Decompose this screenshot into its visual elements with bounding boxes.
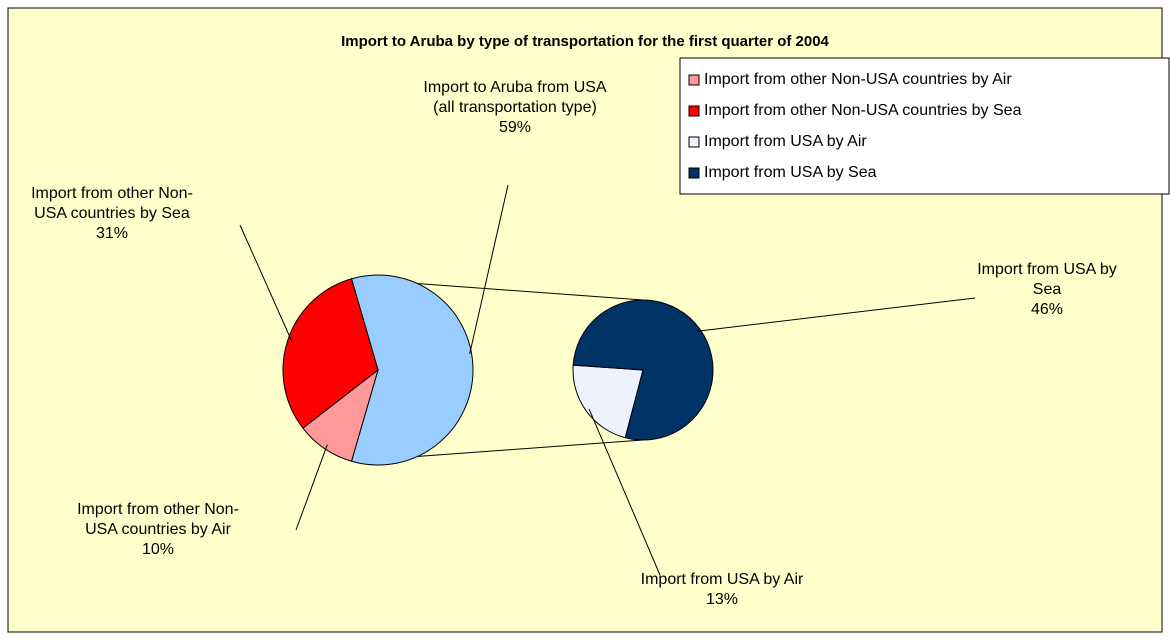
- legend-swatch: [688, 136, 700, 148]
- legend-swatch: [688, 105, 700, 117]
- data-label: Import from USA by Air 13%: [641, 571, 804, 608]
- pie-slice: [572, 299, 714, 441]
- pie-slice: [572, 364, 644, 439]
- data-label: Import from other Non- USA countries by S…: [31, 185, 193, 242]
- label-value: 10%: [142, 541, 174, 558]
- pie-slice: [302, 368, 379, 462]
- data-label: Import to Aruba from USA (all transportat…: [423, 79, 607, 136]
- legend-label: Import from USA by Sea: [704, 164, 877, 181]
- label-line: USA countries by Sea: [34, 205, 190, 222]
- chart-title: Import to Aruba by type of transportatio…: [341, 33, 829, 50]
- label-line: Sea: [1033, 281, 1062, 298]
- legend-swatch: [688, 74, 700, 86]
- leader-line: [239, 224, 293, 343]
- label-value: 13%: [706, 591, 738, 608]
- label-value: 59%: [499, 119, 531, 136]
- label-value: 31%: [96, 225, 128, 242]
- legend-label: Import from USA by Air: [704, 133, 867, 150]
- pie-slice: [282, 278, 379, 429]
- label-line: USA countries by Air: [85, 521, 232, 538]
- label-line: Import from other Non-: [31, 185, 193, 202]
- label-line: Import to Aruba from USA: [423, 79, 607, 96]
- data-label: Import from other Non- USA countries by A…: [77, 501, 239, 558]
- legend: [679, 57, 1170, 195]
- leader-line: [588, 408, 661, 576]
- label-line: Import from USA by Air: [641, 571, 804, 588]
- legend-label: Import from other Non-USA countries by A…: [704, 71, 1012, 88]
- pie-slice: [350, 274, 474, 466]
- data-label: Import from USA by Sea 46%: [977, 261, 1117, 318]
- leader-line: [469, 184, 509, 354]
- leader-line: [295, 444, 328, 531]
- label-value: 46%: [1031, 301, 1063, 318]
- legend-swatch: [688, 167, 700, 179]
- legend-label: Import from other Non-USA countries by S…: [704, 102, 1022, 119]
- leader-line: [696, 297, 976, 332]
- label-line: Import from other Non-: [77, 501, 239, 518]
- label-line: (all transportation type): [433, 99, 597, 116]
- label-line: Import from USA by: [977, 261, 1117, 278]
